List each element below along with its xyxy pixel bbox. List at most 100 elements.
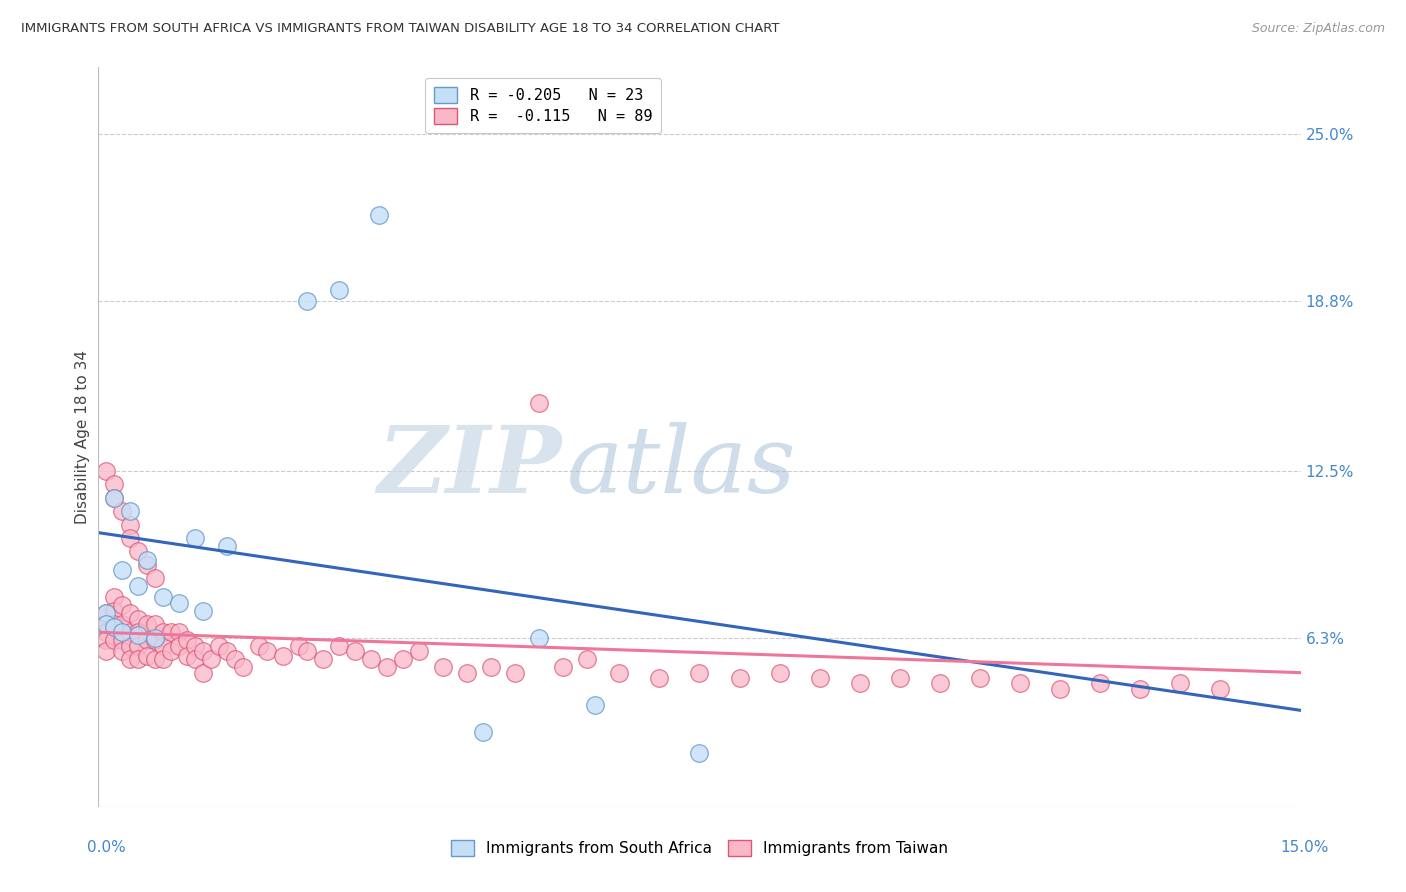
Point — [503, 665, 526, 680]
Point — [96, 625, 118, 640]
Point — [183, 531, 205, 545]
Point — [1088, 676, 1111, 690]
Point — [120, 652, 142, 666]
Point — [96, 644, 118, 658]
Point — [96, 617, 118, 632]
Point — [103, 604, 125, 618]
Point — [456, 665, 478, 680]
Point — [128, 625, 150, 640]
Point — [472, 724, 495, 739]
Point — [312, 652, 335, 666]
Point — [343, 644, 366, 658]
Point — [1129, 681, 1152, 696]
Point — [288, 639, 311, 653]
Point — [152, 625, 174, 640]
Point — [176, 633, 198, 648]
Point — [191, 604, 214, 618]
Point — [111, 599, 134, 613]
Point — [128, 652, 150, 666]
Point — [688, 665, 710, 680]
Point — [167, 596, 190, 610]
Point — [135, 558, 157, 572]
Point — [368, 208, 391, 222]
Point — [208, 639, 231, 653]
Point — [688, 747, 710, 761]
Point — [553, 660, 575, 674]
Point — [111, 504, 134, 518]
Point — [1209, 681, 1232, 696]
Point — [609, 665, 631, 680]
Point — [135, 633, 157, 648]
Point — [152, 591, 174, 605]
Point — [152, 639, 174, 653]
Point — [648, 671, 671, 685]
Point — [432, 660, 454, 674]
Point — [120, 625, 142, 640]
Point — [271, 649, 294, 664]
Point — [120, 504, 142, 518]
Point — [191, 644, 214, 658]
Point — [360, 652, 382, 666]
Point — [889, 671, 911, 685]
Point — [96, 633, 118, 648]
Text: atlas: atlas — [567, 422, 797, 512]
Point — [200, 652, 222, 666]
Point — [392, 652, 415, 666]
Point — [120, 639, 142, 653]
Point — [191, 665, 214, 680]
Point — [135, 552, 157, 566]
Point — [176, 649, 198, 664]
Point — [295, 294, 318, 309]
Point — [128, 544, 150, 558]
Point — [120, 607, 142, 621]
Point — [295, 644, 318, 658]
Point — [159, 644, 181, 658]
Point — [96, 607, 118, 621]
Point — [120, 531, 142, 545]
Point — [247, 639, 270, 653]
Point — [111, 644, 134, 658]
Point — [167, 639, 190, 653]
Point — [103, 617, 125, 632]
Point — [529, 631, 551, 645]
Text: IMMIGRANTS FROM SOUTH AFRICA VS IMMIGRANTS FROM TAIWAN DISABILITY AGE 18 TO 34 C: IMMIGRANTS FROM SOUTH AFRICA VS IMMIGRAN… — [21, 22, 779, 36]
Point — [1170, 676, 1192, 690]
Point — [479, 660, 502, 674]
Point — [128, 639, 150, 653]
Point — [143, 652, 166, 666]
Point — [103, 477, 125, 491]
Point — [120, 517, 142, 532]
Point — [111, 563, 134, 577]
Point — [143, 571, 166, 585]
Point — [111, 633, 134, 648]
Point — [96, 607, 118, 621]
Text: Source: ZipAtlas.com: Source: ZipAtlas.com — [1251, 22, 1385, 36]
Point — [375, 660, 398, 674]
Point — [103, 620, 125, 634]
Point — [111, 625, 134, 640]
Point — [183, 639, 205, 653]
Legend: R = -0.205   N = 23, R =  -0.115   N = 89: R = -0.205 N = 23, R = -0.115 N = 89 — [425, 78, 661, 133]
Point — [143, 631, 166, 645]
Text: 15.0%: 15.0% — [1281, 840, 1329, 855]
Text: 0.0%: 0.0% — [87, 840, 127, 855]
Point — [96, 464, 118, 478]
Point — [135, 617, 157, 632]
Point — [103, 491, 125, 505]
Point — [1010, 676, 1032, 690]
Point — [224, 652, 246, 666]
Point — [232, 660, 254, 674]
Point — [728, 671, 751, 685]
Point — [128, 612, 150, 626]
Point — [135, 649, 157, 664]
Point — [128, 580, 150, 594]
Point — [103, 591, 125, 605]
Point — [929, 676, 952, 690]
Point — [215, 539, 238, 553]
Point — [128, 628, 150, 642]
Point — [808, 671, 831, 685]
Point — [969, 671, 991, 685]
Point — [111, 617, 134, 632]
Point — [576, 652, 599, 666]
Y-axis label: Disability Age 18 to 34: Disability Age 18 to 34 — [75, 350, 90, 524]
